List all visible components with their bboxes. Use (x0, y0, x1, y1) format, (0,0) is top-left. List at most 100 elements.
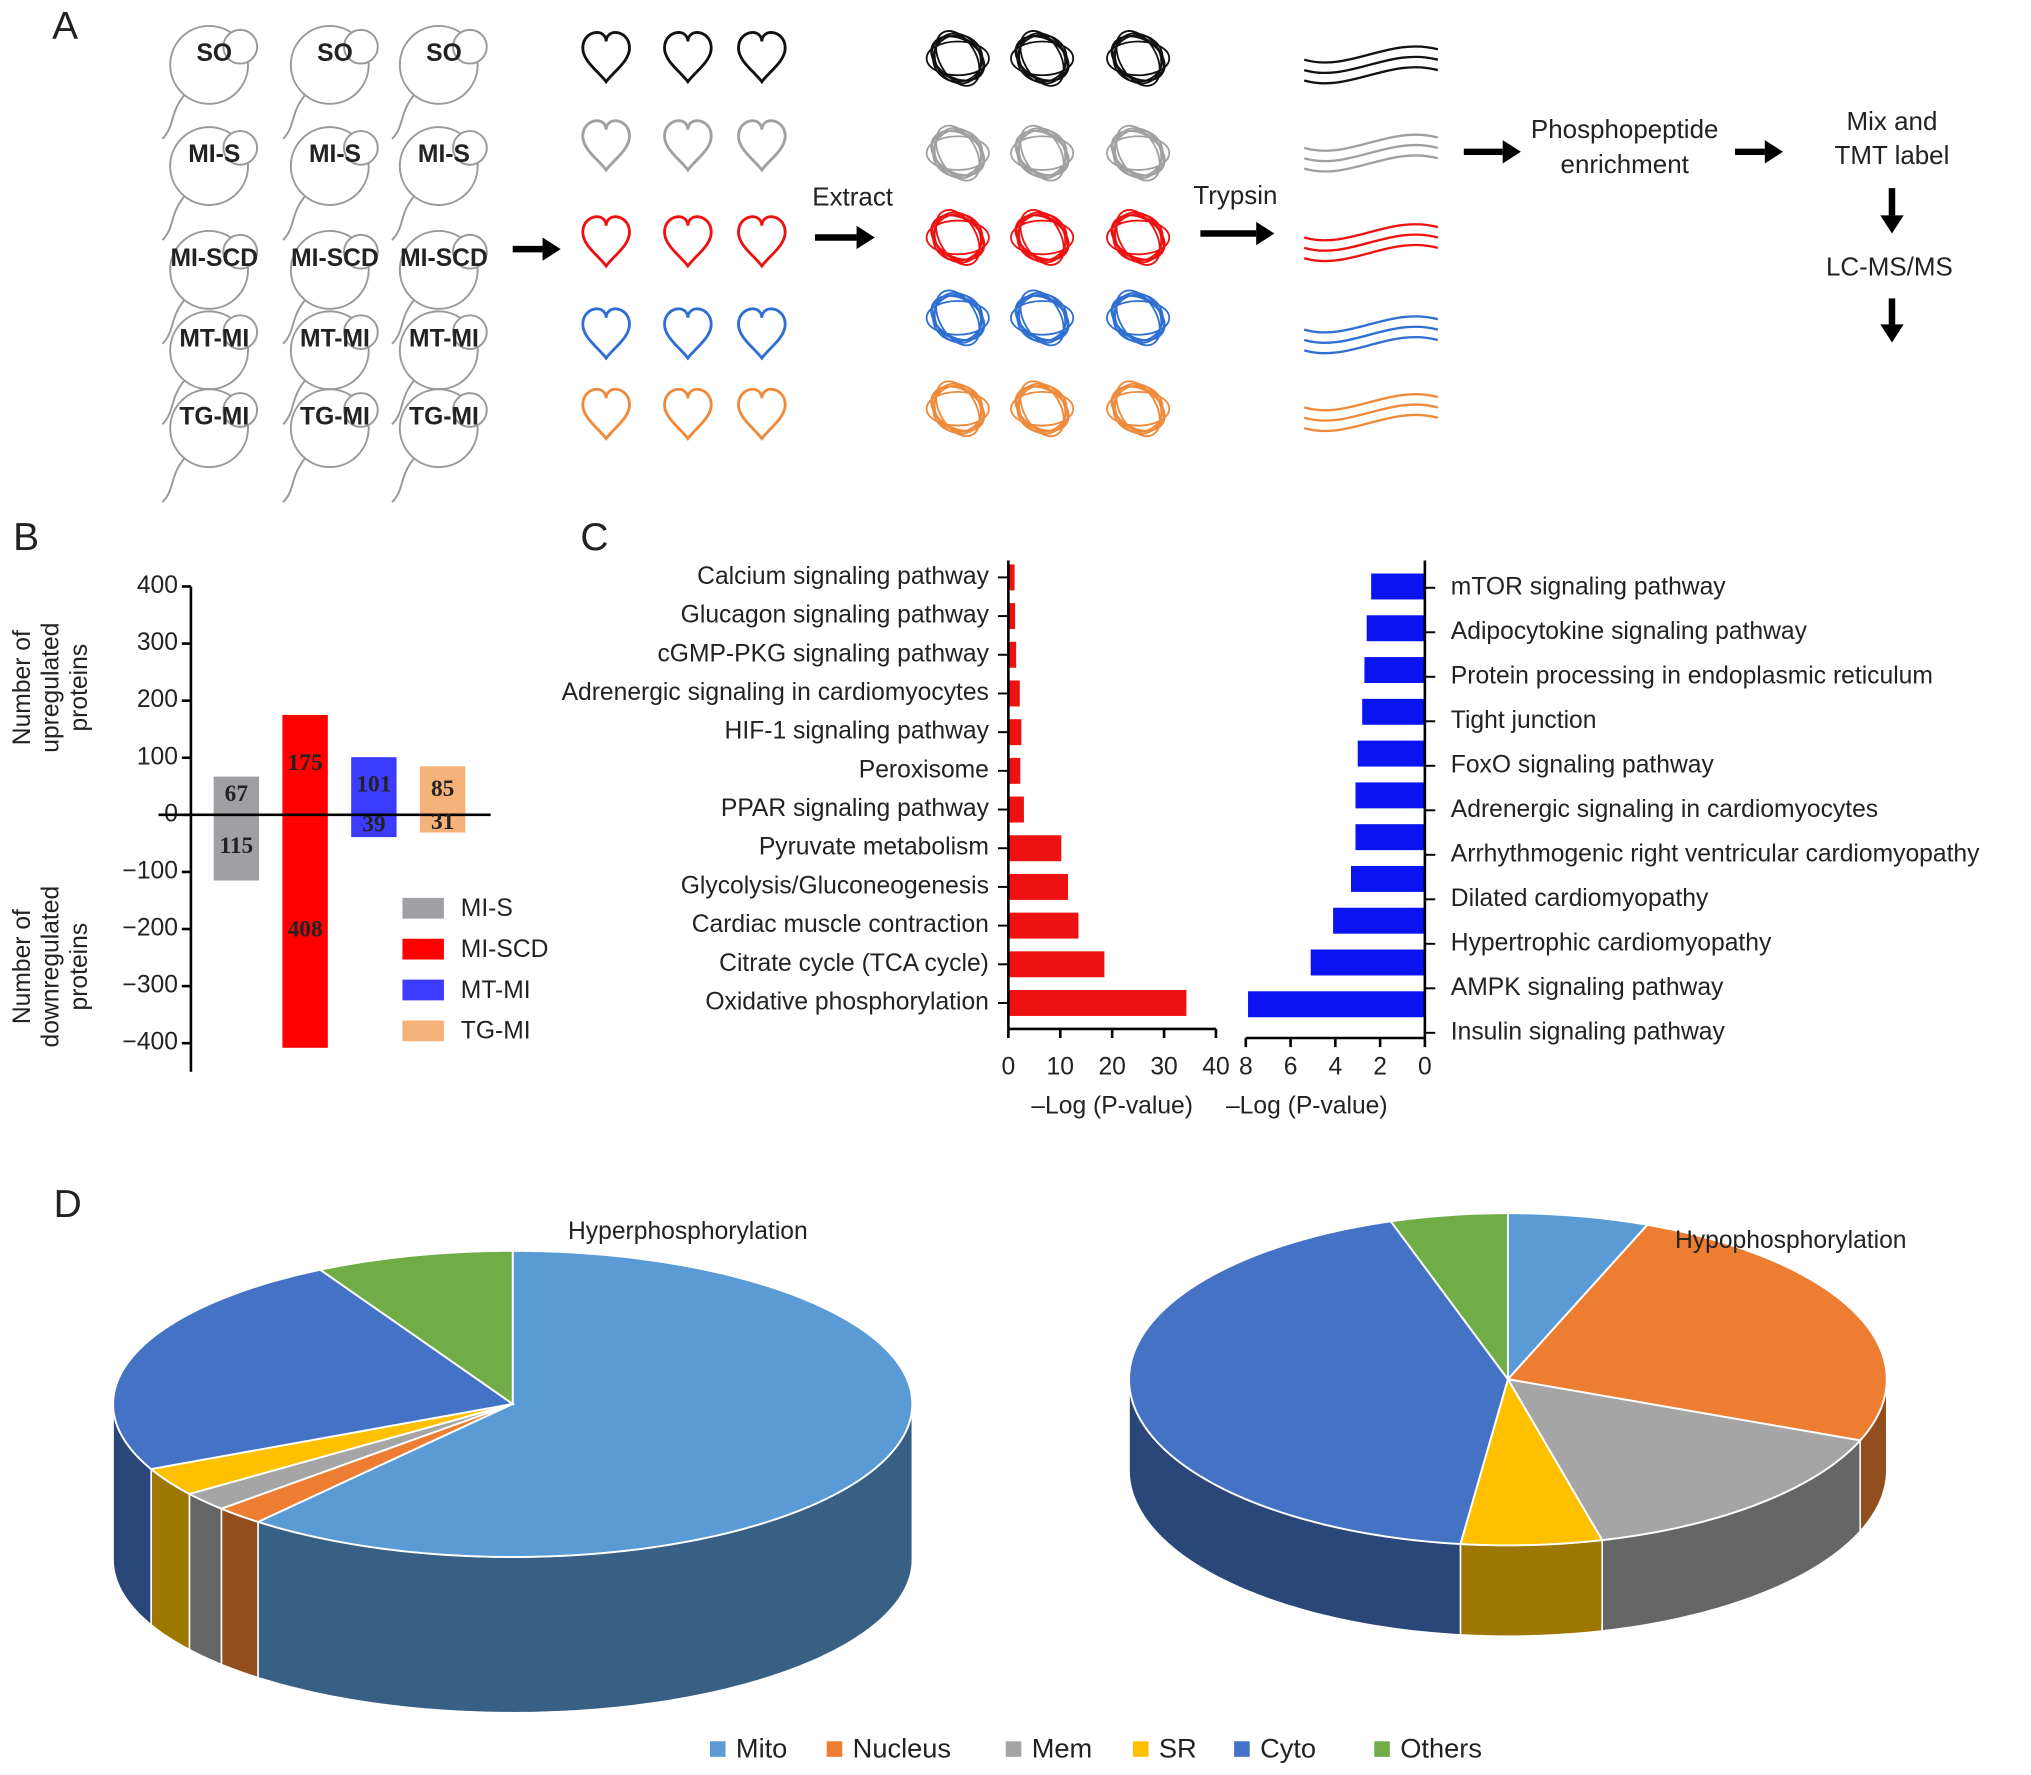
tissue-tangle (935, 289, 981, 347)
group-label: MT-MI (409, 325, 479, 352)
step-label: LC-MS/MS (1826, 253, 1953, 281)
peptide-wave (1303, 143, 1439, 163)
x-axis-label: –Log (P-value) (1031, 1092, 1193, 1119)
bar (1248, 991, 1425, 1018)
tissue-tangle (1019, 30, 1065, 87)
x-tick-label: 30 (1150, 1053, 1177, 1080)
legend-label: SR (1159, 1733, 1197, 1764)
bar (351, 814, 397, 838)
step-label: Trypsin (1193, 182, 1277, 210)
y-tick-label: 400 (137, 572, 178, 599)
arrow-head (1502, 140, 1521, 164)
mouse-tail (282, 193, 308, 241)
category-label: PPAR signaling pathway (721, 795, 990, 822)
legend-swatch (402, 979, 444, 1001)
y-axis-label: Number of (9, 909, 36, 1024)
bar (1366, 615, 1425, 642)
pie-slice-side (220, 1507, 259, 1679)
mouse-head (222, 233, 259, 270)
tissue-tangle (1010, 135, 1075, 171)
category-label: Protein processing in endoplasmic reticu… (1451, 662, 1933, 689)
bar (1355, 782, 1425, 809)
mouse-head (452, 130, 488, 166)
category-label: Hypertrophic cardiomyopathy (1451, 929, 1772, 956)
tissue-tangle (925, 300, 990, 336)
y-tick-label: −300 (122, 972, 178, 999)
mouse-head (452, 392, 488, 428)
mouse-head (343, 130, 379, 166)
peptide-wave (1303, 133, 1439, 152)
mouse-head (222, 28, 259, 65)
x-axis-label: –Log (P-value) (1226, 1092, 1388, 1119)
bar (1008, 912, 1079, 939)
mouse-head (222, 314, 259, 351)
category-label: Glucagon signaling pathway (681, 602, 990, 629)
mouse-tail (391, 378, 417, 425)
peptide-wave (1303, 413, 1439, 433)
group-label: MT-MI (300, 325, 370, 352)
tissue-tangle (1019, 380, 1065, 438)
pie-slice (255, 1249, 914, 1558)
mouse-tail (161, 297, 187, 345)
tissue-tangle (1010, 390, 1075, 427)
y-tick-label: 200 (137, 686, 178, 713)
tissue-tangle (1010, 40, 1075, 77)
mouse-tail (391, 456, 417, 503)
y-tick-label: −400 (122, 1029, 178, 1056)
pie-title: Hypophosphorylation (1675, 1227, 1906, 1254)
mouse-head (222, 392, 259, 428)
category-label: HIF-1 signaling pathway (725, 718, 990, 745)
bar (419, 766, 466, 815)
peptide-wave (1303, 325, 1439, 344)
step-label: TMT label (1835, 142, 1950, 170)
heart (737, 307, 787, 361)
group-label: TG-MI (409, 403, 479, 430)
legend-swatch (826, 1741, 843, 1757)
legend-swatch (1005, 1741, 1022, 1757)
step-label: enrichment (1561, 151, 1690, 179)
legend-label: MT-MI (461, 977, 531, 1004)
mouse-tail (161, 193, 187, 241)
mouse-tail (161, 456, 187, 503)
category-label: Oxidative phosphorylation (705, 988, 989, 1015)
mouse-tail (282, 92, 308, 140)
value-label: 115 (219, 833, 253, 859)
legend-swatch (1374, 1741, 1390, 1757)
step-label: Phosphopeptide (1531, 116, 1719, 144)
x-tick-label: 0 (1002, 1053, 1016, 1080)
heart (663, 31, 713, 85)
tissue-tangle (925, 390, 990, 427)
value-label: 39 (362, 811, 385, 837)
y-tick-label: 300 (137, 629, 178, 656)
group-label: MI-S (309, 141, 361, 168)
mouse-tail (161, 92, 187, 140)
y-axis-label: downregulated (38, 886, 65, 1048)
panel-label: C (580, 516, 608, 559)
tissue-tangle (1010, 219, 1075, 256)
x-tick-label: 6 (1284, 1053, 1298, 1080)
bar (282, 814, 328, 1048)
category-label: Adipocytokine signaling pathway (1451, 618, 1808, 645)
heart (581, 215, 631, 269)
tissue-tangle (1019, 124, 1065, 182)
pie-slice (112, 1268, 516, 1471)
pie-slice (1506, 1223, 1888, 1442)
group-label: MI-SCD (400, 245, 488, 272)
mouse-head (452, 314, 488, 351)
bar (1008, 990, 1187, 1016)
bar (1351, 865, 1425, 892)
value-label: 85 (431, 776, 454, 802)
bar (1310, 949, 1425, 976)
bar (1362, 698, 1425, 725)
value-label: 31 (431, 809, 454, 835)
arrow-head (542, 237, 561, 261)
legend-label: Mito (736, 1733, 787, 1764)
bar (1008, 757, 1021, 784)
legend-swatch (402, 1020, 444, 1042)
tissue-tangle (1106, 219, 1171, 256)
x-tick-label: 4 (1328, 1053, 1342, 1080)
mouse-tail (391, 92, 417, 140)
y-tick-label: −200 (122, 915, 178, 942)
tissue-tangle (925, 219, 990, 256)
mouse-tail (391, 193, 417, 241)
